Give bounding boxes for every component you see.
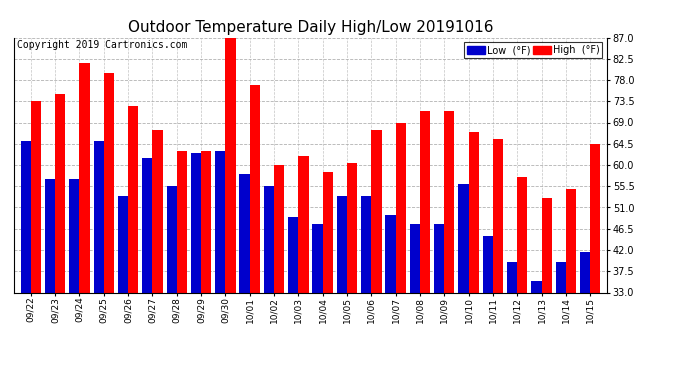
Bar (420, 111, 430, 375)
Legend: Low  (°F), High  (°F): Low (°F), High (°F) (464, 42, 602, 58)
Bar (483, 236, 493, 375)
Bar (288, 217, 298, 375)
Bar (128, 106, 138, 375)
Bar (361, 196, 371, 375)
Bar (590, 144, 600, 375)
Bar (298, 156, 308, 375)
Bar (274, 165, 284, 375)
Bar (323, 172, 333, 375)
Bar (458, 184, 469, 375)
Bar (313, 224, 323, 375)
Bar (104, 73, 114, 375)
Bar (395, 123, 406, 375)
Bar (555, 262, 566, 375)
Bar (518, 177, 527, 375)
Bar (69, 179, 79, 375)
Bar (21, 141, 31, 375)
Bar (566, 189, 576, 375)
Bar (250, 85, 260, 375)
Bar (45, 179, 55, 375)
Bar (434, 224, 444, 375)
Bar (191, 153, 201, 375)
Bar (531, 281, 542, 375)
Bar (55, 94, 66, 375)
Text: Copyright 2019 Cartronics.com: Copyright 2019 Cartronics.com (17, 40, 187, 50)
Bar (152, 130, 163, 375)
Bar (79, 63, 90, 375)
Bar (444, 111, 455, 375)
Bar (337, 196, 347, 375)
Bar (118, 196, 128, 375)
Title: Outdoor Temperature Daily High/Low 20191016: Outdoor Temperature Daily High/Low 20191… (128, 20, 493, 35)
Bar (469, 132, 479, 375)
Bar (264, 186, 274, 375)
Bar (142, 158, 152, 375)
Bar (177, 151, 187, 375)
Bar (201, 151, 211, 375)
Bar (94, 141, 104, 375)
Bar (239, 174, 250, 375)
Bar (31, 101, 41, 375)
Bar (215, 151, 226, 375)
Bar (226, 38, 235, 375)
Bar (371, 130, 382, 375)
Bar (386, 214, 395, 375)
Bar (347, 163, 357, 375)
Bar (410, 224, 420, 375)
Bar (542, 198, 552, 375)
Bar (493, 139, 503, 375)
Bar (507, 262, 518, 375)
Bar (580, 252, 590, 375)
Bar (166, 186, 177, 375)
